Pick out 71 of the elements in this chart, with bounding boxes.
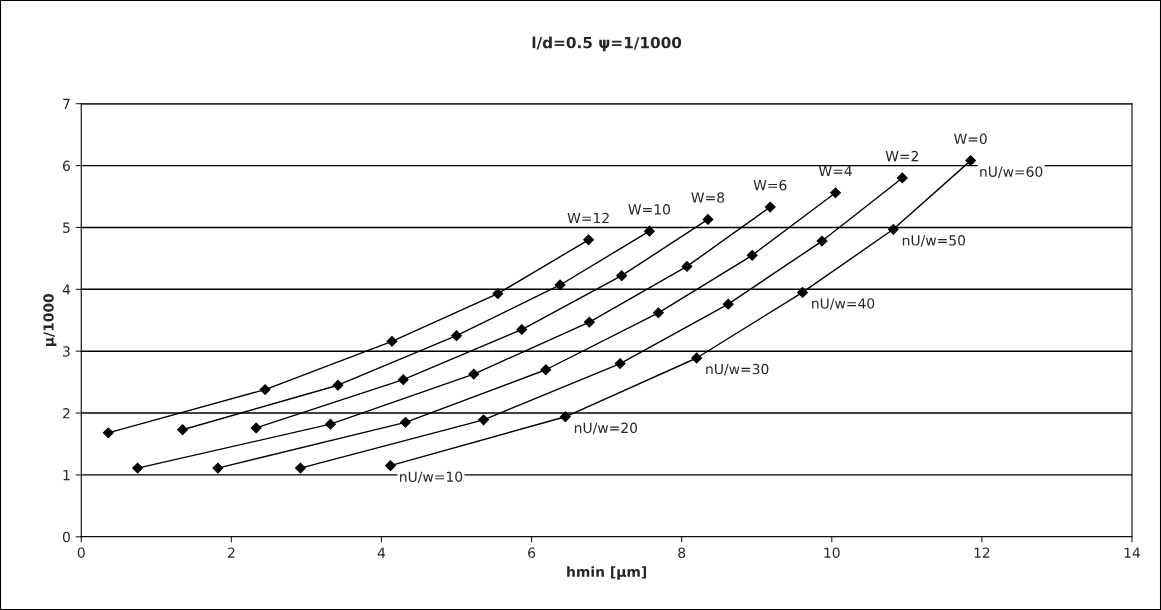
point bbox=[583, 316, 595, 328]
point bbox=[400, 416, 411, 428]
annotation: nU/w=30 bbox=[706, 363, 769, 376]
point bbox=[554, 279, 566, 291]
annotation: nU/w=50 bbox=[902, 235, 966, 247]
point bbox=[325, 418, 336, 430]
point bbox=[887, 223, 899, 235]
x-tick-label: 8 bbox=[678, 547, 686, 558]
point bbox=[722, 298, 734, 310]
x-tick-label: 12 bbox=[974, 547, 990, 558]
x-tick-label: 0 bbox=[77, 547, 85, 558]
point bbox=[250, 422, 262, 434]
point bbox=[468, 368, 480, 380]
series-label: W=8 bbox=[691, 192, 725, 203]
x-axis-title: hmin [μm] bbox=[567, 566, 647, 580]
point bbox=[746, 249, 758, 261]
series-label: W=10 bbox=[628, 204, 670, 215]
point bbox=[614, 358, 626, 369]
point bbox=[797, 286, 808, 298]
series-label: W=2 bbox=[885, 150, 919, 162]
y-tick-label: 3 bbox=[63, 346, 70, 357]
point bbox=[691, 352, 703, 364]
point bbox=[177, 424, 189, 436]
annotation: nU/w=10 bbox=[400, 471, 463, 484]
point bbox=[132, 462, 143, 474]
annotation: nU/w=20 bbox=[574, 422, 638, 435]
series-label: W=4 bbox=[818, 165, 852, 177]
point bbox=[643, 225, 655, 237]
point bbox=[896, 172, 908, 184]
point bbox=[965, 155, 977, 167]
annotation: nU/w=60 bbox=[980, 166, 1043, 179]
point bbox=[516, 324, 528, 335]
x-tick-label: 4 bbox=[377, 547, 386, 558]
x-tick-label: 2 bbox=[227, 547, 235, 558]
point bbox=[816, 235, 828, 247]
point bbox=[294, 462, 306, 474]
point bbox=[583, 234, 595, 246]
point bbox=[397, 374, 409, 386]
point bbox=[451, 330, 462, 342]
series-label: W=6 bbox=[753, 179, 787, 191]
y-tick-label: 7 bbox=[63, 98, 70, 109]
point bbox=[478, 414, 489, 426]
y-tick-label: 1 bbox=[63, 470, 70, 481]
series-label: W=0 bbox=[953, 133, 987, 145]
y-tick-label: 4 bbox=[62, 284, 71, 295]
annotation: nU/w=40 bbox=[812, 298, 875, 310]
point bbox=[102, 427, 114, 439]
point bbox=[540, 364, 552, 376]
point bbox=[385, 460, 396, 472]
y-tick-label: 2 bbox=[63, 408, 70, 419]
point bbox=[259, 384, 271, 395]
point bbox=[616, 270, 628, 282]
x-tick-label: 10 bbox=[824, 547, 840, 558]
point bbox=[764, 201, 776, 213]
y-axis-title: μ/1000 bbox=[43, 293, 57, 347]
series-label: W=12 bbox=[567, 212, 609, 224]
point bbox=[559, 411, 571, 423]
point bbox=[652, 307, 664, 319]
point bbox=[830, 187, 841, 199]
y-tick-label: 0 bbox=[62, 531, 70, 543]
chart-title: l/d=0.5 ψ=1/1000 bbox=[532, 36, 682, 52]
point bbox=[332, 379, 344, 391]
x-tick-label: 14 bbox=[1124, 547, 1141, 558]
y-tick-label: 5 bbox=[63, 222, 70, 233]
point bbox=[386, 335, 398, 347]
point bbox=[702, 213, 714, 225]
point bbox=[212, 462, 224, 474]
y-tick-label: 6 bbox=[62, 160, 70, 172]
point bbox=[492, 288, 504, 300]
x-tick-label: 6 bbox=[528, 547, 536, 558]
point bbox=[681, 260, 693, 272]
